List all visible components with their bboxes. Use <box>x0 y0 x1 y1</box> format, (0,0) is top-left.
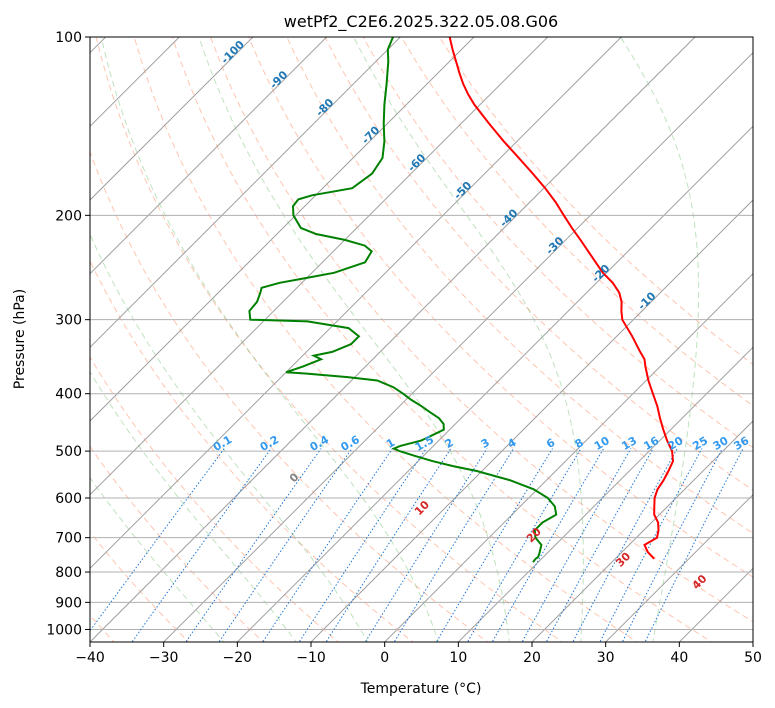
mixing-ratio-line <box>218 448 353 642</box>
isotherm <box>163 51 753 642</box>
y-tick-label: 600 <box>55 491 82 507</box>
isotherm <box>90 37 475 422</box>
x-tick-label: 40 <box>670 650 688 666</box>
y-tick-label: 300 <box>55 313 82 329</box>
x-axis-label: Temperature (°C) <box>360 681 482 697</box>
x-tick-label: 10 <box>449 650 467 666</box>
isotherm <box>310 199 753 642</box>
x-tick-label: 30 <box>597 650 615 666</box>
mixing-ratio-line <box>521 448 632 642</box>
mixing-ratio-line <box>621 448 723 642</box>
isotherm <box>384 272 753 642</box>
dry-adiabat <box>438 37 753 366</box>
y-axis: 100 200 300 400 500 600 700 800 900 1000 <box>46 30 90 638</box>
x-tick-label: 50 <box>744 650 762 666</box>
dry-adiabat <box>248 37 753 578</box>
isotherm <box>236 125 753 642</box>
series-temperature <box>448 37 675 560</box>
isotherm <box>90 37 328 275</box>
isotherm <box>90 37 622 570</box>
x-tick-label: 0 <box>380 650 389 666</box>
isotherm <box>90 37 549 496</box>
mixing-ratio-line <box>131 448 272 642</box>
mixing-ratio-line <box>298 448 427 642</box>
isotherm <box>90 37 401 349</box>
y-tick-label: 400 <box>55 387 82 403</box>
y-tick-label: 200 <box>55 208 82 224</box>
x-tick-label: −40 <box>75 650 105 666</box>
x-tick-label: −20 <box>223 650 253 666</box>
plot-frame <box>89 36 754 643</box>
dry-adiabat <box>324 37 753 491</box>
mixing-ratio-line <box>599 448 703 642</box>
mixing-ratio-line <box>393 448 515 642</box>
background-lines <box>90 37 753 642</box>
dry-adiabat <box>362 37 753 449</box>
series-dewpoint <box>248 37 558 563</box>
y-axis-label: Pressure (hPa) <box>12 289 28 389</box>
mixing-ratio-line <box>185 448 322 642</box>
x-tick-label: −30 <box>149 650 179 666</box>
isotherm <box>457 346 753 642</box>
mixing-ratio-line <box>572 448 678 642</box>
y-tick-label: 800 <box>55 565 82 581</box>
mixing-ratio-line <box>325 448 452 642</box>
y-tick-label: 100 <box>55 30 82 46</box>
dry-adiabat <box>400 37 753 407</box>
dry-adiabat <box>286 37 753 534</box>
mixing-ratio-line <box>364 448 488 642</box>
y-tick-label: 900 <box>55 595 82 611</box>
mixing-ratio-line <box>262 448 393 642</box>
x-axis: −40 −30 −20 −10 0 10 20 30 40 50 <box>75 642 762 666</box>
chart-title: wetPf2_C2E6.2025.322.05.08.G06 <box>284 12 558 32</box>
y-tick-label: 1000 <box>46 622 82 638</box>
x-tick-label: 20 <box>523 650 541 666</box>
isotherm <box>531 420 753 642</box>
isotherm <box>90 37 254 201</box>
mixing-ratio-line <box>491 448 605 642</box>
mixing-ratio-line <box>90 448 225 632</box>
moist-adiabat <box>90 233 369 642</box>
y-tick-label: 700 <box>55 531 82 547</box>
isotherm <box>605 493 753 642</box>
isotherm <box>90 37 696 642</box>
dry-adiabat <box>90 259 414 642</box>
y-tick-label: 500 <box>55 444 82 460</box>
sounding-series <box>248 37 675 563</box>
x-tick-label: −10 <box>296 650 326 666</box>
mixing-ratio-line <box>545 448 654 642</box>
